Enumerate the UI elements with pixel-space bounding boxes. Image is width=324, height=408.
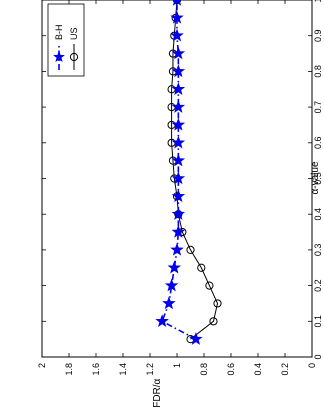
data-point-us xyxy=(209,317,218,326)
x-axis-label: α-value xyxy=(310,161,321,194)
data-point-bh xyxy=(171,46,186,60)
x-tick-label: 0.2 xyxy=(313,279,323,292)
x-tick-label: 0.1 xyxy=(313,315,323,328)
data-point-bh xyxy=(171,153,186,167)
x-tick-label: 0.5 xyxy=(313,172,323,185)
y-tick-label: 1 xyxy=(172,363,182,368)
data-point-bh xyxy=(164,278,179,292)
x-tick-label: 0.7 xyxy=(313,101,323,114)
data-point-us xyxy=(186,245,195,254)
x-tick-label: 0.8 xyxy=(313,65,323,78)
series-layer xyxy=(155,0,222,345)
series-line-bh xyxy=(161,0,197,340)
x-tick-label: 1 xyxy=(313,0,323,3)
legend: B-H US xyxy=(47,3,85,77)
x-tick-label: 0.6 xyxy=(313,137,323,150)
y-tick-label: 1.6 xyxy=(91,363,101,376)
y-tick-label: 0.4 xyxy=(253,363,263,376)
data-point-bh xyxy=(189,332,203,345)
data-point-us xyxy=(213,299,222,308)
data-point-bh xyxy=(171,64,186,78)
y-tick-label: 0 xyxy=(307,363,317,368)
data-point-us xyxy=(197,263,206,272)
data-point-bh xyxy=(167,260,182,274)
data-point-bh xyxy=(171,82,186,95)
y-tick-label: 0.8 xyxy=(199,363,209,376)
legend-label-bh: B-H xyxy=(54,25,64,41)
y-tick-label: 1.8 xyxy=(64,363,74,376)
legend-marker-us xyxy=(69,52,79,62)
data-point-bh xyxy=(155,314,169,328)
data-point-bh xyxy=(170,10,184,24)
data-point-bh xyxy=(171,189,186,203)
y-tick-label: 2 xyxy=(37,363,47,368)
data-point-bh xyxy=(171,224,186,238)
data-point-bh xyxy=(171,135,186,149)
x-tick-label: 0 xyxy=(313,354,323,359)
y-axis-label: eFDR/α xyxy=(152,378,163,408)
ticks: 0 0.1 0.2 0.3 0.4 0.5 0.6 0.7 0.8 0.9 1 0 0.2 0.4 0.6 0… xyxy=(37,0,323,376)
legend-label-us: US xyxy=(69,27,79,40)
x-tick-label: 0.4 xyxy=(313,208,323,221)
data-point-us xyxy=(172,0,182,5)
data-point-bh xyxy=(171,100,186,113)
data-point-bh xyxy=(170,28,184,42)
y-tick-label: 0.6 xyxy=(226,363,236,376)
legend-items: B-H US xyxy=(53,25,79,70)
legend-box xyxy=(47,3,85,77)
data-point-bh xyxy=(170,242,184,256)
x-tick-label: 0.3 xyxy=(313,244,323,257)
legend-marker-bh xyxy=(53,50,65,63)
x-tick-label: 0.9 xyxy=(313,29,323,42)
data-point-us xyxy=(205,281,214,290)
y-tick-label: 0.2 xyxy=(280,363,290,376)
data-point-bh xyxy=(171,171,186,185)
y-tick-label: 1.4 xyxy=(118,363,128,376)
data-point-bh xyxy=(171,207,186,220)
data-point-bh xyxy=(171,117,186,131)
y-tick-label: 1.2 xyxy=(145,363,155,376)
data-point-bh xyxy=(162,296,176,310)
data-point-bh xyxy=(172,0,182,6)
